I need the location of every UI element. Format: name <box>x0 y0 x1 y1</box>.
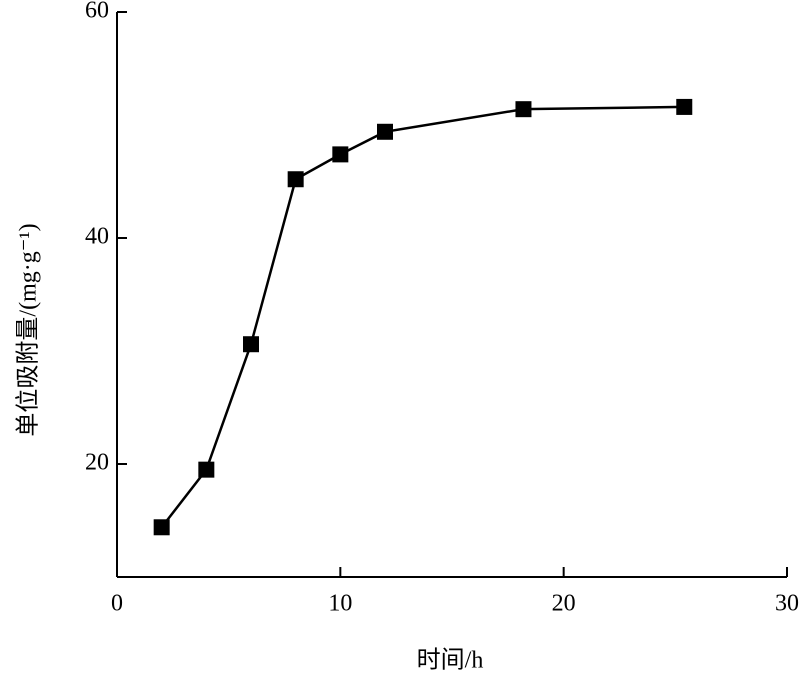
x-axis-label: 时间/h <box>417 647 484 674</box>
data-point <box>287 171 304 188</box>
y-tick-label: 40 <box>85 224 109 250</box>
x-tick-label: 30 <box>775 591 799 617</box>
y-axis-label: 单位吸附量/(mg·g⁻¹) <box>15 223 42 436</box>
data-point <box>377 123 393 140</box>
x-tick-label: 0 <box>111 591 123 617</box>
y-tick-label: 60 <box>85 0 109 24</box>
data-point <box>198 461 215 478</box>
data-point <box>676 98 693 115</box>
data-point <box>153 519 170 536</box>
data-point <box>243 336 259 353</box>
data-point <box>332 146 349 163</box>
y-tick-label: 20 <box>85 450 109 476</box>
data-point <box>515 101 532 118</box>
x-tick-label: 10 <box>328 591 352 617</box>
x-tick-label: 20 <box>552 591 576 617</box>
data-line <box>160 105 685 529</box>
